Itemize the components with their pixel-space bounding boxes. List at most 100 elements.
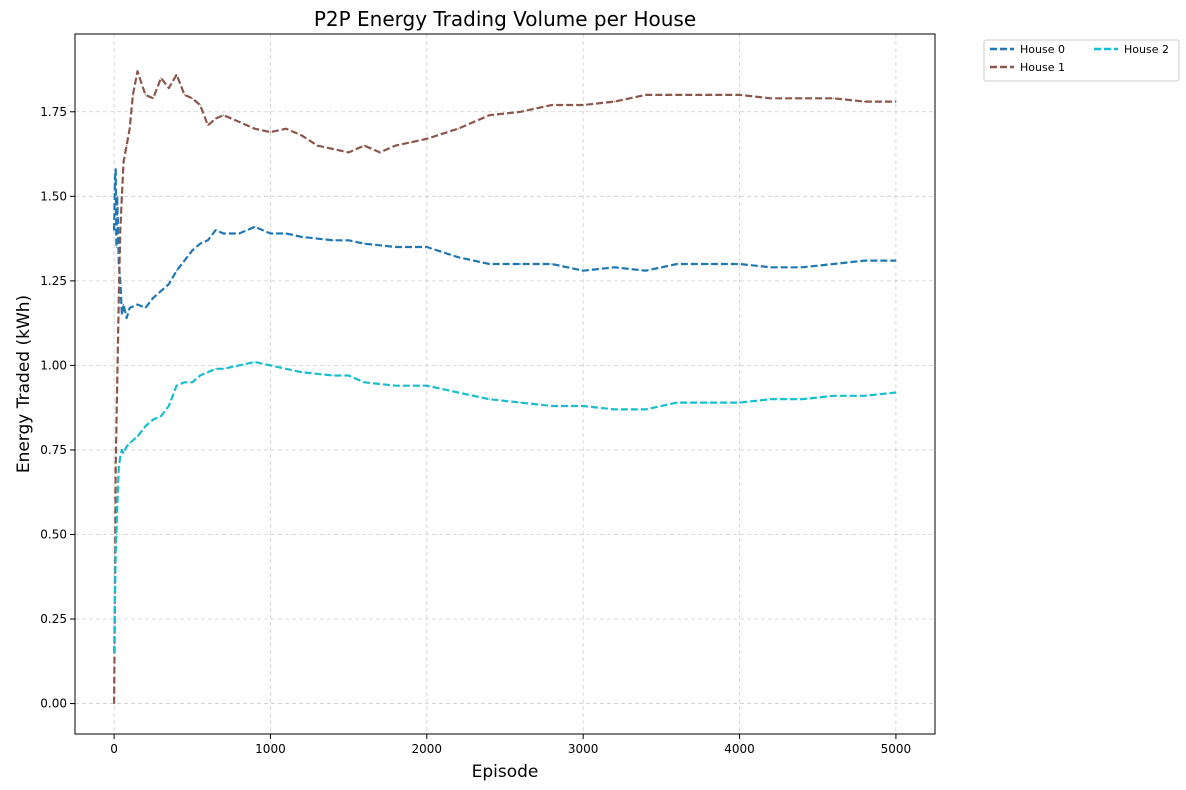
data-point xyxy=(152,418,154,421)
data-point xyxy=(113,703,115,705)
data-point xyxy=(168,405,170,407)
data-point xyxy=(176,270,178,272)
data-point xyxy=(707,94,709,96)
data-point xyxy=(269,364,272,366)
data-point xyxy=(136,435,139,437)
chart-title: P2P Energy Trading Volume per House xyxy=(314,7,696,31)
data-point xyxy=(348,151,350,153)
data-point xyxy=(895,101,897,103)
y-tick-label: 1.50 xyxy=(40,189,67,203)
data-point xyxy=(129,442,131,444)
plot-frame xyxy=(74,33,936,735)
x-tick-label: 1000 xyxy=(255,742,286,756)
data-point xyxy=(770,266,772,268)
data-point xyxy=(215,229,217,231)
data-point xyxy=(113,229,115,231)
data-point xyxy=(348,239,350,241)
data-point xyxy=(645,408,647,410)
data-point xyxy=(316,145,318,147)
data-point xyxy=(207,371,209,373)
x-tick-label: 4000 xyxy=(724,742,755,756)
data-point xyxy=(238,364,240,366)
data-point xyxy=(426,385,428,387)
data-point xyxy=(129,307,131,309)
data-point xyxy=(801,266,803,268)
data-point xyxy=(199,243,201,245)
data-point xyxy=(864,101,866,103)
data-point xyxy=(613,266,616,268)
data-point xyxy=(676,263,678,265)
data-point xyxy=(520,111,522,113)
data-point xyxy=(551,104,553,106)
data-point xyxy=(122,303,125,306)
y-axis-title: Energy Traded (kWh) xyxy=(14,295,34,473)
data-point xyxy=(394,246,397,248)
data-point xyxy=(426,138,428,140)
data-point xyxy=(613,408,616,410)
data-point xyxy=(348,374,350,377)
data-point xyxy=(488,398,490,400)
data-point xyxy=(269,131,272,133)
grid-layer xyxy=(75,34,935,734)
data-point xyxy=(582,270,584,272)
data-point xyxy=(183,260,186,262)
data-point xyxy=(613,101,616,103)
data-point xyxy=(707,402,709,404)
data-point xyxy=(121,449,123,451)
x-tick-label: 3000 xyxy=(568,742,599,756)
data-point xyxy=(582,104,584,106)
legend-frame xyxy=(983,39,1180,82)
data-point xyxy=(168,87,170,89)
data-point xyxy=(770,398,772,400)
data-point xyxy=(199,104,201,106)
data-point xyxy=(118,297,120,299)
data-point xyxy=(363,381,365,383)
data-point xyxy=(238,121,240,123)
data-point xyxy=(410,141,412,143)
x-tick-label: 5000 xyxy=(881,742,912,756)
data-point xyxy=(332,239,334,241)
x-tick-label: 0 xyxy=(110,742,118,756)
data-point xyxy=(707,263,709,265)
y-tick-label: 0.75 xyxy=(40,443,67,457)
y-tick-label: 1.25 xyxy=(40,274,67,288)
data-point xyxy=(457,391,459,394)
data-point xyxy=(363,145,365,147)
legend-label: House 2 xyxy=(1124,43,1169,56)
data-point xyxy=(801,97,803,99)
series-line xyxy=(113,70,896,704)
data-point xyxy=(115,466,117,468)
data-point xyxy=(136,70,139,72)
data-point xyxy=(488,263,490,265)
data-point xyxy=(645,94,647,96)
data-point xyxy=(129,128,131,130)
data-point xyxy=(116,195,118,197)
data-point xyxy=(301,134,303,136)
data-point xyxy=(207,239,209,241)
data-point xyxy=(191,249,193,251)
data-point xyxy=(115,533,117,536)
data-point xyxy=(222,368,225,370)
data-point xyxy=(191,97,193,99)
data-point xyxy=(457,128,459,130)
data-point xyxy=(113,652,115,654)
data-point xyxy=(254,128,256,130)
legend-label: House 1 xyxy=(1020,61,1065,74)
data-point xyxy=(551,405,553,407)
data-point xyxy=(207,124,209,126)
data-point xyxy=(176,74,178,76)
data-point xyxy=(126,145,128,147)
data-point xyxy=(832,97,835,99)
data-point xyxy=(520,402,522,404)
y-tick-label: 0.50 xyxy=(40,527,67,541)
data-point xyxy=(645,270,647,272)
data-point xyxy=(363,243,365,245)
series-line xyxy=(113,168,896,320)
data-point xyxy=(121,314,123,316)
data-point xyxy=(119,229,121,231)
data-point xyxy=(136,303,139,306)
series-house-1 xyxy=(113,70,897,705)
data-point xyxy=(301,371,303,373)
